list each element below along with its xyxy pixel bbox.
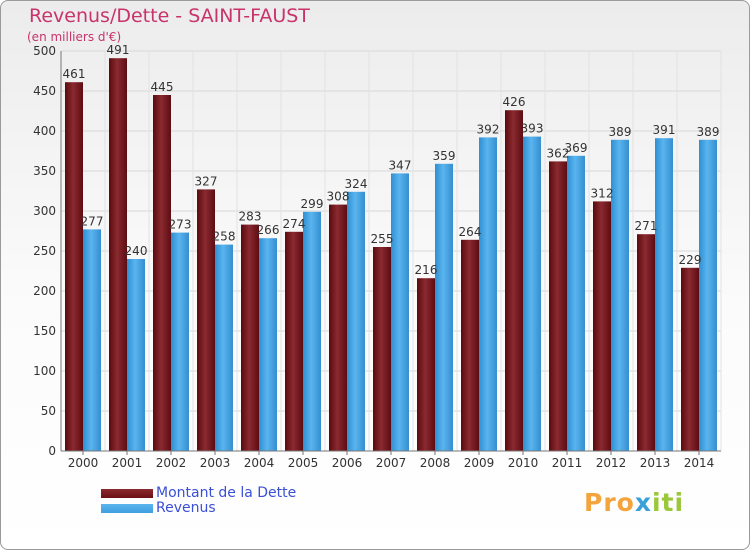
data-label-dette: 461: [63, 67, 86, 81]
data-label-dette: 327: [195, 174, 218, 188]
data-label-dette: 312: [591, 186, 614, 200]
y-tick-label: 150: [33, 324, 56, 338]
bar-revenus: [655, 138, 673, 451]
bar-revenus: [567, 155, 585, 452]
y-tick-label: 0: [48, 444, 56, 458]
y-tick-label: 100: [33, 364, 56, 378]
y-tick-label: 350: [33, 164, 56, 178]
data-label-revenus: 273: [169, 218, 192, 232]
legend-swatch-revenus: [101, 504, 153, 513]
x-tick-label: 2007: [376, 456, 407, 470]
bar-dette: [285, 231, 303, 451]
x-tick-label: 2010: [508, 456, 539, 470]
bar-dette: [549, 161, 567, 451]
bar-dette: [153, 95, 171, 451]
data-label-revenus: 389: [697, 125, 720, 139]
bar-revenus: [83, 229, 101, 451]
bar-dette: [329, 204, 347, 451]
data-label-revenus: 369: [565, 141, 588, 155]
data-label-dette: 255: [371, 232, 394, 246]
data-label-revenus: 240: [125, 244, 148, 258]
x-tick-label: 2013: [640, 456, 671, 470]
x-tick-label: 2011: [552, 456, 583, 470]
y-tick-label: 50: [41, 404, 56, 418]
bar-revenus: [523, 136, 541, 451]
bar-dette: [65, 82, 83, 451]
data-label-revenus: 324: [345, 177, 368, 191]
data-label-dette: 274: [283, 217, 306, 231]
bar-revenus: [347, 191, 365, 452]
y-tick-label: 400: [33, 124, 56, 138]
chart-title: Revenus/Dette - SAINT-FAUST: [29, 5, 310, 27]
bar-dette: [461, 239, 479, 451]
bar-revenus: [699, 139, 717, 452]
x-tick-label: 2005: [288, 456, 319, 470]
data-label-dette: 426: [503, 95, 526, 109]
bar-dette: [417, 278, 435, 451]
data-label-dette: 362: [547, 146, 570, 160]
x-tick-label: 2012: [596, 456, 627, 470]
bar-dette: [109, 58, 127, 451]
x-tick-label: 2003: [200, 456, 231, 470]
y-tick-label: 300: [33, 204, 56, 218]
bar-revenus: [171, 232, 189, 451]
proxiti-logo: Proxiti: [584, 488, 685, 517]
y-tick-label: 450: [33, 84, 56, 98]
bar-revenus: [127, 259, 145, 451]
data-label-dette: 445: [151, 80, 174, 94]
data-label-dette: 491: [107, 43, 130, 57]
x-tick-label: 2006: [332, 456, 363, 470]
data-label-dette: 283: [239, 210, 262, 224]
y-tick-label: 250: [33, 244, 56, 258]
bar-dette: [373, 247, 391, 451]
bar-revenus: [391, 173, 409, 451]
bar-dette: [241, 224, 259, 451]
x-tick-label: 2014: [684, 456, 715, 470]
data-label-revenus: 389: [609, 125, 632, 139]
x-tick-label: 2008: [420, 456, 451, 470]
data-label-revenus: 277: [81, 214, 104, 228]
bar-dette: [637, 234, 655, 451]
x-tick-label: 2001: [112, 456, 143, 470]
data-label-dette: 264: [459, 225, 482, 239]
bar-revenus: [259, 238, 277, 451]
bar-dette: [505, 110, 523, 451]
y-tick-label: 200: [33, 284, 56, 298]
data-label-revenus: 393: [521, 122, 544, 136]
data-label-dette: 229: [679, 253, 702, 267]
y-tick-label: 500: [33, 44, 56, 58]
bar-revenus: [303, 211, 321, 451]
chart-subtitle: (en milliers d'€): [27, 30, 122, 44]
legend-swatch-dette: [101, 489, 153, 498]
data-label-dette: 271: [635, 219, 658, 233]
bar-revenus: [479, 137, 497, 451]
data-label-revenus: 266: [257, 223, 280, 237]
bar-dette: [593, 201, 611, 451]
x-tick-label: 2002: [156, 456, 187, 470]
bar-dette: [197, 189, 215, 451]
x-tick-label: 2004: [244, 456, 275, 470]
data-label-revenus: 392: [477, 122, 500, 136]
legend-label-dette: Montant de la Dette: [156, 485, 297, 501]
legend-label-revenus: Revenus: [156, 500, 216, 516]
data-label-revenus: 299: [301, 197, 324, 211]
x-tick-label: 2000: [68, 456, 99, 470]
data-label-revenus: 391: [653, 123, 676, 137]
bar-revenus: [215, 244, 233, 451]
bar-revenus: [611, 139, 629, 452]
data-label-revenus: 359: [433, 149, 456, 163]
x-tick-label: 2009: [464, 456, 495, 470]
bar-dette: [681, 267, 699, 451]
data-label-dette: 308: [327, 190, 350, 204]
data-label-revenus: 347: [389, 158, 412, 172]
bar-revenus: [435, 163, 453, 452]
data-label-dette: 216: [415, 263, 438, 277]
data-label-revenus: 258: [213, 230, 236, 244]
